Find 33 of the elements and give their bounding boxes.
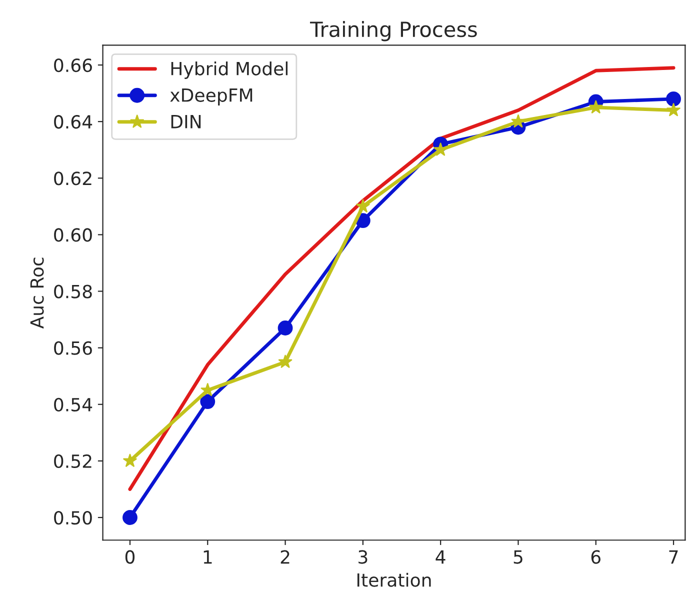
point: [278, 320, 293, 336]
point: [666, 91, 681, 106]
legend-label: xDeepFM: [170, 88, 252, 106]
point: [122, 453, 138, 468]
y-tick-label: 0.52: [54, 454, 92, 468]
x-axis-title: Iteration: [357, 572, 431, 587]
y-tick-label: 0.62: [54, 172, 92, 186]
x-tick-label: 2: [280, 550, 290, 564]
y-tick-label: 0.50: [54, 510, 92, 525]
x-tick-label: 6: [591, 550, 600, 564]
legend-label: Hybrid Model: [171, 61, 288, 79]
chart-title: Training Process: [310, 21, 477, 42]
point: [122, 510, 138, 525]
point: [200, 394, 216, 410]
y-tick-label: 0.58: [54, 284, 92, 298]
point: [588, 100, 603, 114]
point: [666, 102, 681, 116]
x-tick-label: 4: [436, 550, 446, 564]
x-tick-label: 3: [358, 550, 368, 564]
x-tick-label: 1: [204, 550, 212, 564]
y-tick-label: 0.54: [54, 398, 92, 412]
point: [511, 114, 526, 128]
y-tick-label: 0.60: [54, 228, 92, 242]
y-tick-label: 0.64: [54, 115, 92, 129]
y-axis-title: Auc Roc: [30, 258, 44, 329]
y-tick-label: 0.56: [54, 341, 92, 355]
x-tick-label: 5: [514, 550, 522, 564]
point: [278, 354, 292, 368]
x-tick-label: 7: [669, 550, 678, 564]
point: [356, 198, 370, 213]
x-tick-label: 0: [125, 550, 135, 564]
y-tick-label: 0.66: [54, 58, 92, 72]
legend-label: DIN: [171, 115, 201, 128]
